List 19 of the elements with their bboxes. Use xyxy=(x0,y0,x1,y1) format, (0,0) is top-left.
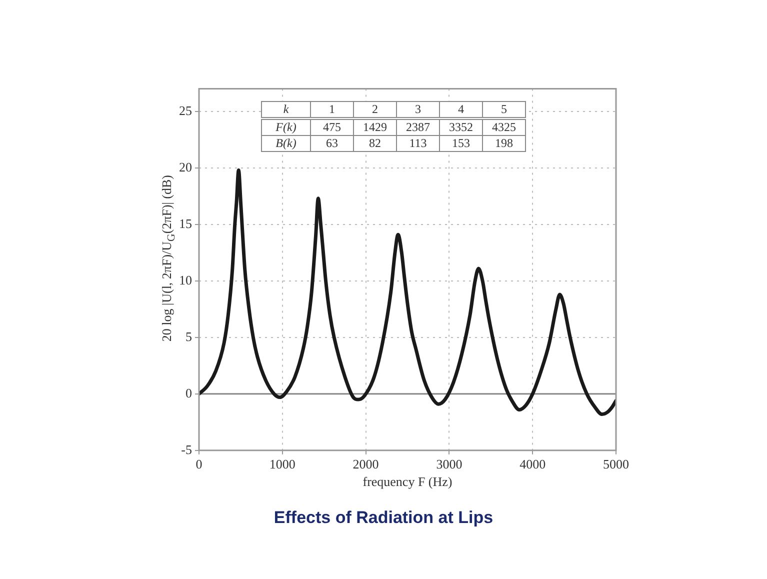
x-tick-label: 1000 xyxy=(269,456,296,472)
x-axis-title: frequency F (Hz) xyxy=(362,474,454,490)
y-tick-label: 5 xyxy=(186,328,192,344)
x-tick-label: 4000 xyxy=(520,456,546,472)
y-tick-label: -5 xyxy=(181,442,192,457)
text: k 1 2 3 4 5 xyxy=(283,102,507,116)
text: B(k) 63 82 113 153 198 xyxy=(276,136,513,150)
line-series xyxy=(199,168,616,416)
y-tick-label: 25 xyxy=(179,102,192,118)
x-tick-label: 3000 xyxy=(436,456,462,472)
y-tick-label: 20 xyxy=(179,159,192,174)
x-tick-label: 0 xyxy=(196,456,202,472)
x-tick-label: 5000 xyxy=(603,456,629,472)
y-tick-label: 15 xyxy=(179,216,192,231)
text: Effects of Radiation at Lips xyxy=(272,508,494,528)
text: F(k) 475 1429 2387 3352 4325 xyxy=(276,120,516,134)
x-tick-label: 2000 xyxy=(352,456,379,472)
y-tick-label: 0 xyxy=(186,385,192,400)
y-tick-label: 10 xyxy=(179,272,192,288)
